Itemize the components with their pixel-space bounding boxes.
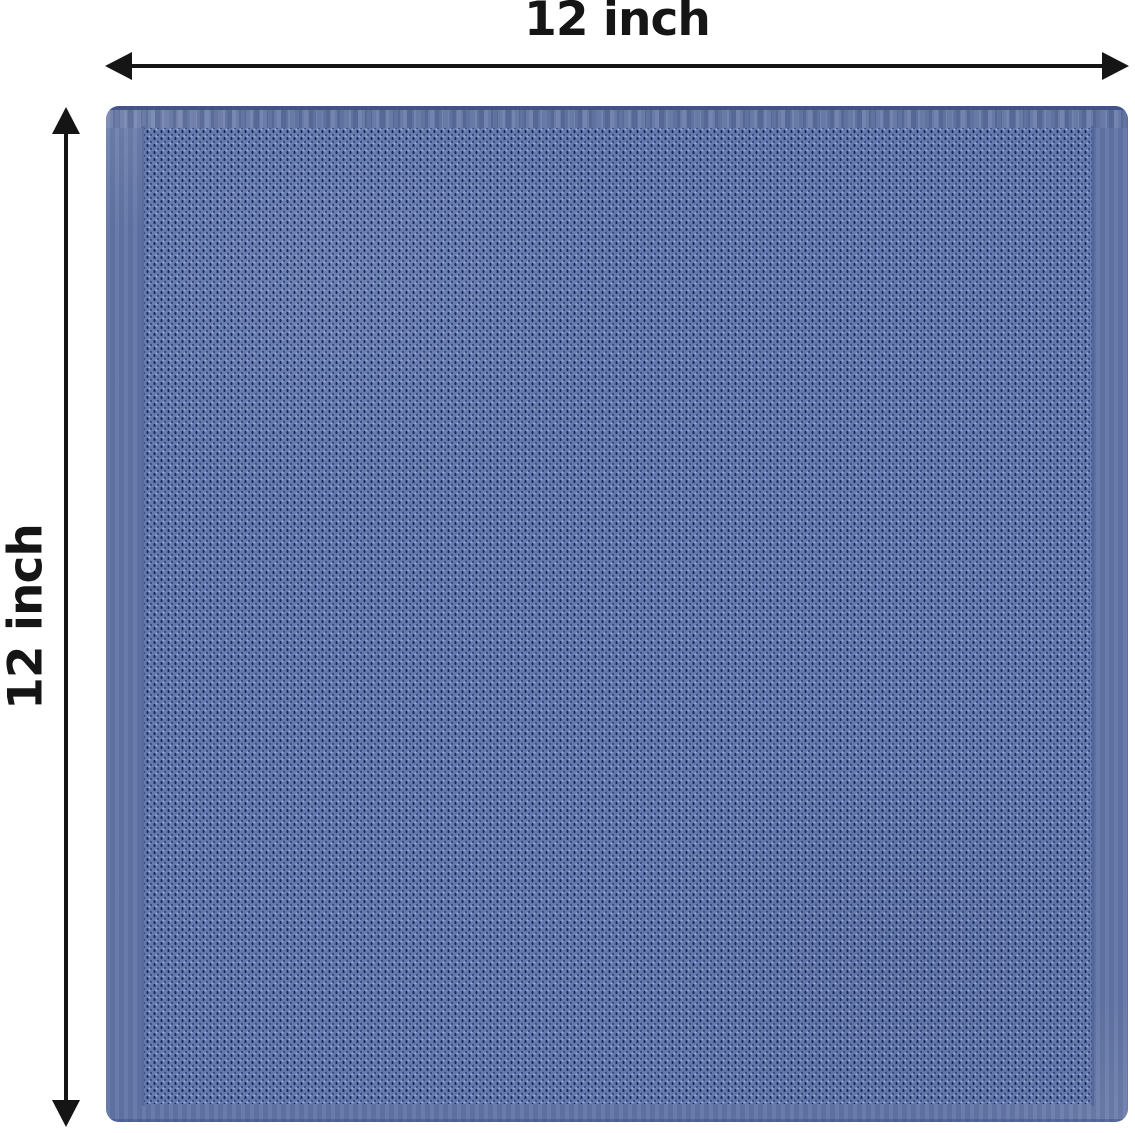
fabric-left-seam xyxy=(142,126,145,1106)
fabric-top-edge-line xyxy=(106,106,1128,110)
fabric-top-hem xyxy=(106,110,1128,128)
fabric-right-seam xyxy=(1091,126,1094,1106)
width-dimension-label: 12 inch xyxy=(524,0,711,47)
height-arrow-line xyxy=(64,113,68,1121)
fabric-weave-texture xyxy=(144,128,1092,1104)
fabric-swatch xyxy=(106,106,1128,1122)
width-dimension-arrow xyxy=(105,52,1129,80)
width-arrow-line xyxy=(111,64,1123,68)
arrowhead-right-icon xyxy=(1102,52,1129,80)
arrowhead-down-icon xyxy=(52,1100,80,1127)
height-dimension-arrow xyxy=(52,107,80,1127)
fabric-bottom-edge-line xyxy=(106,1119,1128,1122)
height-dimension-label: 12 inch xyxy=(0,524,54,710)
